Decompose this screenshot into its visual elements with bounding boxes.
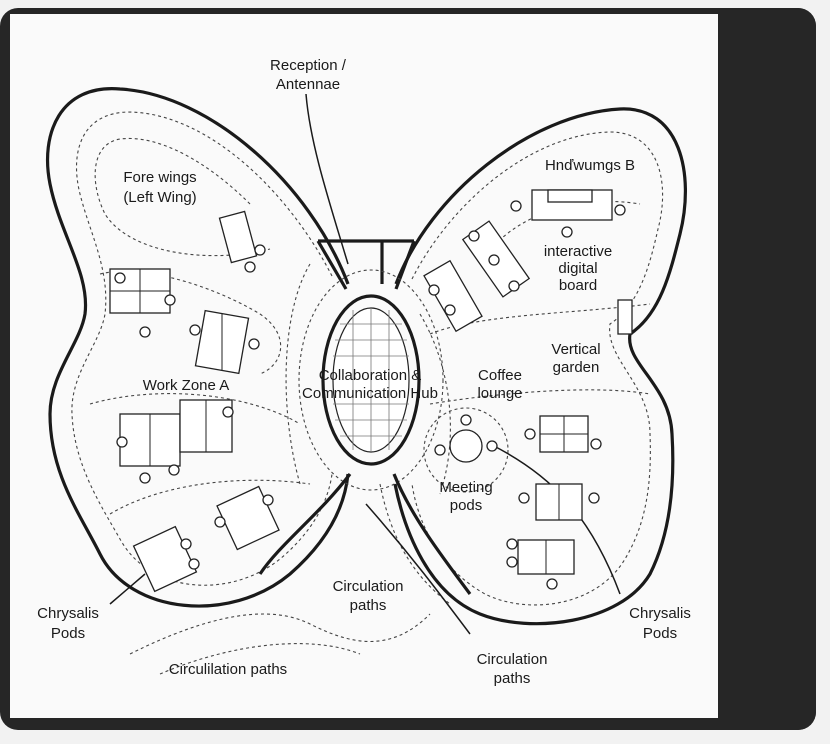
chrysalis-right-label-line1: Chrysalis: [629, 605, 691, 622]
left-wing-workstations: [109, 210, 280, 593]
left-zone-contour-1: [94, 137, 271, 257]
work-zone-label: Work Zone A: [143, 377, 229, 394]
forewings-label-line1: Fore wings: [123, 169, 196, 186]
hub-label-line2: Communication Hub: [302, 385, 438, 402]
chrysalis-right-label-line2: Pods: [643, 625, 677, 642]
forewings-label-line2: (Left Wing): [123, 189, 196, 206]
circulation-center-label-line2: paths: [350, 597, 387, 614]
body-left-line: [258, 473, 352, 575]
dark-side-panel: [720, 8, 816, 730]
chrysalis-left-label-line1: Chrysalis: [37, 605, 99, 622]
chrysalis-left-label-line2: Pods: [51, 625, 85, 642]
meeting-pods-label-line1: Meeting: [439, 479, 492, 496]
body-right-line: [392, 473, 472, 595]
floor-plan-canvas: Reception / Antennae Fore wings (Left Wi…: [10, 14, 718, 718]
vertical-garden-label-line1: Vertical: [551, 341, 600, 358]
hindwings-label: Hnďwumgs B: [545, 157, 635, 174]
circulation-right-leader-line: [365, 503, 471, 635]
hub-label-line1: Collaboration &: [319, 367, 422, 384]
reception-label-line1: Reception /: [270, 57, 347, 74]
vertical-garden-label-line2: garden: [553, 359, 600, 376]
interactive-board-label-line2: digital: [558, 260, 597, 277]
reception-label-line2: Antennae: [276, 76, 340, 93]
left-wing-outline: [45, 87, 350, 608]
collaboration-hub: [298, 269, 444, 491]
circulation-bottom-left-label: Circulilation paths: [169, 661, 287, 678]
meeting-pods-label-line2: pods: [450, 497, 483, 514]
coffee-lounge-label-line2: lounge: [477, 385, 522, 402]
circulation-bottom-right-label-line2: paths: [494, 670, 531, 687]
left-circulation-path: [285, 263, 311, 485]
interactive-board-label-line1: interactive: [544, 243, 612, 260]
circulation-bottom-right-label-line1: Circulation: [477, 651, 548, 668]
left-zone-contour-3: [89, 393, 301, 425]
bottom-circulation-path-1: [129, 613, 431, 655]
reception-leader-line: [305, 93, 349, 265]
labels: Reception / Antennae Fore wings (Left Wi…: [37, 57, 691, 687]
image-frame: Reception / Antennae Fore wings (Left Wi…: [0, 8, 816, 730]
chrysalis-left-leader-line: [109, 573, 146, 605]
right-wing-workstations: [423, 189, 633, 590]
left-zone-contour-4: [109, 479, 311, 515]
right-zone-contour-3: [429, 389, 651, 405]
interactive-board-label-line3: board: [559, 277, 597, 294]
butterfly-floor-plan: Reception / Antennae Fore wings (Left Wi…: [37, 57, 691, 687]
coffee-lounge-label-line1: Coffee: [478, 367, 522, 384]
circulation-center-label-line1: Circulation: [333, 578, 404, 595]
right-circulation-path: [419, 313, 451, 495]
right-wing-outline: [393, 107, 687, 626]
